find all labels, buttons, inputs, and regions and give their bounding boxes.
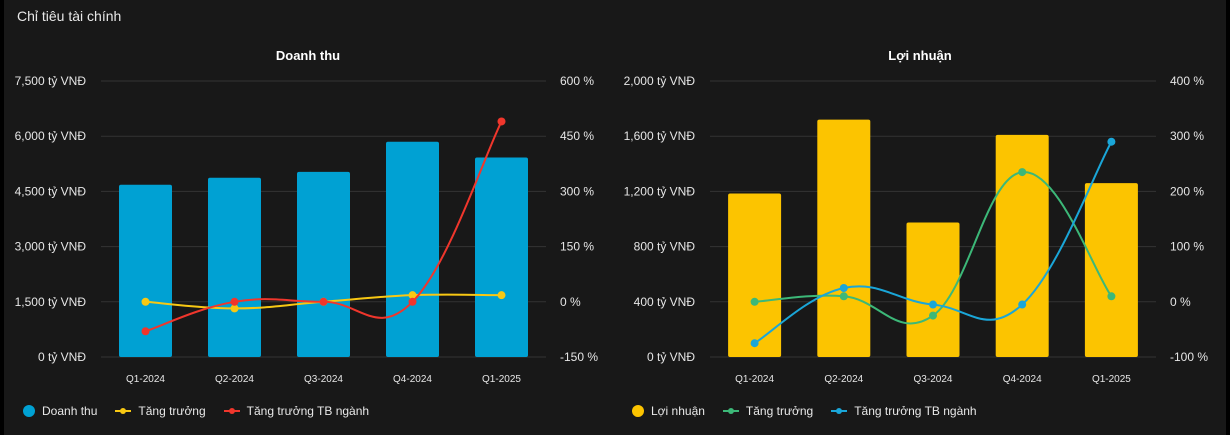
bar — [995, 134, 1049, 357]
x-tick-label: Q4-2024 — [1003, 374, 1042, 385]
series-line — [754, 141, 1113, 345]
legend-item-profit[interactable]: Lợi nhuận — [632, 404, 705, 418]
bar — [728, 193, 782, 357]
x-tick-label: Q2-2024 — [215, 374, 254, 385]
y-right-tick-label: 0 % — [560, 295, 581, 309]
data-point — [141, 297, 150, 306]
x-tick-label: Q1-2024 — [126, 374, 165, 385]
bar — [297, 171, 350, 357]
y-left-tick-label: 800 tỷ VNĐ — [634, 240, 696, 254]
y-left-tick-label: 400 tỷ VNĐ — [634, 295, 696, 309]
chart-title: Lợi nhuận — [888, 48, 951, 63]
x-tick-label: Q3-2024 — [304, 374, 343, 385]
data-point — [1107, 292, 1116, 301]
legend-item-industry-growth[interactable]: Tăng trưởng TB ngành — [831, 404, 977, 418]
revenue-legend: Doanh thu Tăng trưởng Tăng trưởng TB ngà… — [23, 402, 369, 420]
x-tick-label: Q2-2024 — [824, 374, 863, 385]
bar-series-swatch — [23, 405, 35, 417]
y-left-tick-label: 7,500 tỷ VNĐ — [15, 74, 87, 88]
y-right-tick-label: 150 % — [560, 240, 594, 254]
y-right-tick-label: 600 % — [560, 74, 594, 88]
profit-legend: Lợi nhuận Tăng trưởng Tăng trưởng TB ngà… — [632, 402, 977, 420]
chart-title: Doanh thu — [276, 48, 340, 63]
x-tick-label: Q1-2024 — [735, 374, 774, 385]
y-right-tick-label: 200 % — [1170, 184, 1204, 198]
line-series-swatch — [722, 408, 739, 414]
line-series-swatch — [831, 408, 848, 414]
bar — [208, 177, 261, 357]
legend-label: Lợi nhuận — [651, 404, 705, 418]
legend-item-growth[interactable]: Tăng trưởng — [722, 404, 814, 418]
y-right-tick-label: -150 % — [560, 350, 598, 364]
y-left-tick-label: 6,000 tỷ VNĐ — [15, 129, 87, 143]
data-point — [1107, 137, 1116, 146]
legend-label: Tăng trưởng — [745, 404, 814, 418]
data-point — [839, 284, 848, 292]
y-left-tick-label: 3,000 tỷ VNĐ — [15, 240, 87, 254]
data-point — [750, 297, 759, 306]
series-line — [754, 171, 1113, 325]
revenue-chart: Doanh thu 0 tỷ VNĐ 1,500 tỷ VNĐ 3,000 tỷ VN… — [15, 48, 599, 385]
y-left-tick-label: 4,500 tỷ VNĐ — [15, 184, 87, 198]
data-point — [408, 297, 417, 306]
bar — [1084, 183, 1138, 357]
y-right-tick-label: 300 % — [560, 184, 594, 198]
data-point — [319, 297, 328, 306]
data-point — [141, 327, 150, 336]
bar-series-swatch — [632, 405, 644, 417]
data-point — [230, 304, 239, 313]
data-point — [1018, 300, 1027, 309]
line-series-swatch — [115, 408, 132, 414]
y-left-tick-label: 1,200 tỷ VNĐ — [624, 184, 696, 198]
section-title: Chỉ tiêu tài chính — [17, 8, 122, 24]
legend-label: Tăng trưởng TB ngành — [854, 404, 977, 418]
y-left-tick-label: 1,600 tỷ VNĐ — [624, 129, 696, 143]
data-point — [929, 311, 937, 320]
y-right-tick-label: -100 % — [1170, 350, 1208, 364]
legend-label: Doanh thu — [42, 404, 98, 418]
bar — [906, 222, 960, 357]
y-right-tick-label: 0 % — [1170, 295, 1191, 309]
y-left-tick-label: 0 tỷ VNĐ — [647, 350, 695, 364]
y-right-tick-label: 300 % — [1170, 129, 1204, 143]
data-point — [497, 117, 506, 126]
y-left-tick-label: 0 tỷ VNĐ — [38, 350, 86, 364]
x-tick-label: Q1-2025 — [482, 374, 521, 385]
legend-item-industry-growth[interactable]: Tăng trưởng TB ngành — [223, 404, 370, 418]
bar — [386, 141, 439, 357]
legend-label: Tăng trưởng TB ngành — [246, 404, 370, 418]
y-right-tick-label: 400 % — [1170, 74, 1204, 88]
data-point — [750, 339, 759, 348]
profit-chart: Lợi nhuận 0 tỷ VNĐ 400 tỷ VNĐ 800 tỷ VNĐ 1,2… — [624, 48, 1209, 385]
bar — [119, 184, 172, 357]
legend-item-revenue[interactable]: Doanh thu — [23, 404, 97, 418]
bar — [475, 157, 528, 357]
series-line — [145, 121, 503, 333]
x-tick-label: Q1-2025 — [1092, 374, 1131, 385]
data-point — [1018, 168, 1027, 177]
y-left-tick-label: 2,000 tỷ VNĐ — [624, 74, 696, 88]
y-right-tick-label: 100 % — [1170, 240, 1204, 254]
data-point — [497, 291, 506, 300]
legend-label: Tăng trưởng — [138, 404, 206, 418]
bar — [817, 119, 871, 357]
y-left-tick-label: 1,500 tỷ VNĐ — [15, 295, 87, 309]
data-point — [230, 297, 239, 306]
x-tick-label: Q4-2024 — [393, 374, 432, 385]
line-series-swatch — [223, 408, 240, 414]
data-point — [839, 292, 848, 301]
data-point — [929, 300, 937, 309]
x-tick-label: Q3-2024 — [914, 374, 953, 385]
legend-item-growth[interactable]: Tăng trưởng — [115, 404, 206, 418]
y-right-tick-label: 450 % — [560, 129, 594, 143]
data-point — [408, 291, 417, 300]
